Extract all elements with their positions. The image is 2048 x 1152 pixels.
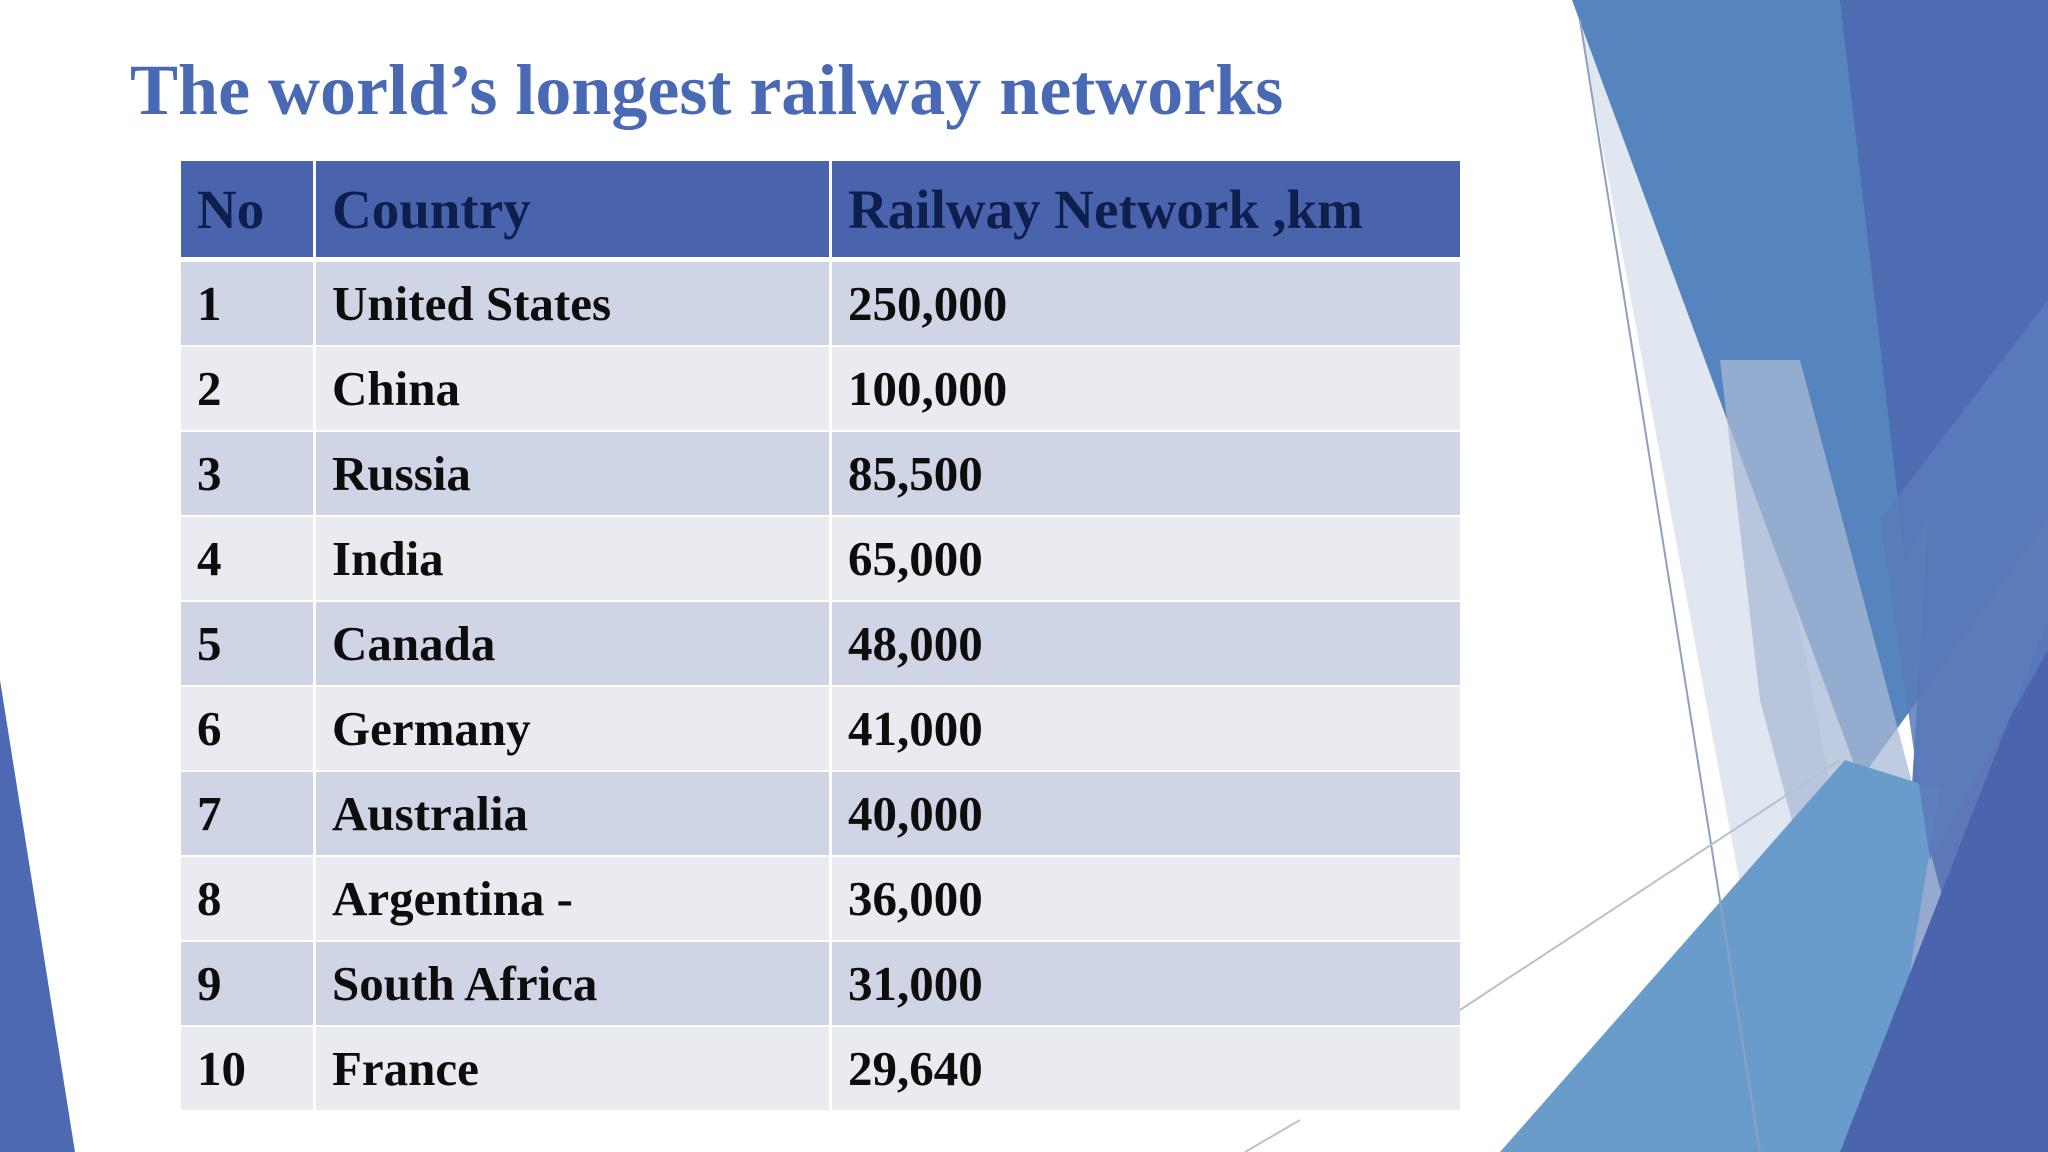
facet-left-triangle bbox=[0, 680, 75, 1152]
facet-steel-blue bbox=[1880, 300, 2048, 860]
cell-country: Russia bbox=[316, 432, 832, 517]
cell-country: Germany bbox=[316, 687, 832, 772]
table-row: 3 Russia 85,500 bbox=[181, 432, 1460, 517]
cell-country: South Africa bbox=[316, 942, 832, 1027]
cell-country: Canada bbox=[316, 602, 832, 687]
cell-km: 48,000 bbox=[832, 602, 1460, 687]
table-row: 9 South Africa 31,000 bbox=[181, 942, 1460, 1027]
cell-no: 7 bbox=[181, 772, 316, 857]
header-row: No Country Railway Network ,km bbox=[181, 161, 1460, 262]
table-row: 5 Canada 48,000 bbox=[181, 602, 1460, 687]
cell-no: 5 bbox=[181, 602, 316, 687]
thin-line-3 bbox=[1244, 1119, 1301, 1152]
table-row: 7 Australia 40,000 bbox=[181, 772, 1460, 857]
cell-km: 36,000 bbox=[832, 857, 1460, 942]
cell-km: 29,640 bbox=[832, 1027, 1460, 1112]
facet-pale-strip bbox=[1575, 0, 1900, 1152]
cell-km: 100,000 bbox=[832, 347, 1460, 432]
header-railway-network: Railway Network ,km bbox=[832, 161, 1460, 262]
cell-country: China bbox=[316, 347, 832, 432]
thin-line-2 bbox=[1459, 759, 1841, 1011]
cell-country: France bbox=[316, 1027, 832, 1112]
facet-mid-blue bbox=[1572, 0, 2048, 780]
cell-no: 8 bbox=[181, 857, 316, 942]
cell-no: 4 bbox=[181, 517, 316, 602]
facet-teal-blue-lower bbox=[1500, 760, 1940, 1152]
cell-km: 85,500 bbox=[832, 432, 1460, 517]
cell-no: 1 bbox=[181, 262, 316, 347]
facet-dark-blue-top bbox=[1840, 0, 2048, 560]
cell-km: 31,000 bbox=[832, 942, 1460, 1027]
cell-no: 2 bbox=[181, 347, 316, 432]
cell-country: India bbox=[316, 517, 832, 602]
cell-km: 41,000 bbox=[832, 687, 1460, 772]
cell-country: United States bbox=[316, 262, 832, 347]
railway-table: No Country Railway Network ,km 1 United … bbox=[181, 161, 1460, 1112]
cell-km: 40,000 bbox=[832, 772, 1460, 857]
table-row: 2 China 100,000 bbox=[181, 347, 1460, 432]
facet-dark-blue-mid bbox=[1880, 0, 2048, 1152]
cell-country: Australia bbox=[316, 772, 832, 857]
header-country: Country bbox=[316, 161, 832, 262]
table-row: 10 France 29,640 bbox=[181, 1027, 1460, 1112]
cell-no: 3 bbox=[181, 432, 316, 517]
cell-country: Argentina - bbox=[316, 857, 832, 942]
header-no: No bbox=[181, 161, 316, 262]
cell-km: 65,000 bbox=[832, 517, 1460, 602]
thin-line-1 bbox=[1579, 19, 1761, 1152]
facet-light-blue-lower bbox=[1720, 360, 2010, 1152]
cell-no: 9 bbox=[181, 942, 316, 1027]
cell-km: 250,000 bbox=[832, 262, 1460, 347]
cell-no: 6 bbox=[181, 687, 316, 772]
table-row: 4 India 65,000 bbox=[181, 517, 1460, 602]
facet-right-light bbox=[1568, 0, 2048, 1152]
facet-deep-blue-lower bbox=[1840, 620, 2048, 1152]
table-row: 6 Germany 41,000 bbox=[181, 687, 1460, 772]
table-row: 1 United States 250,000 bbox=[181, 262, 1460, 347]
slide-title: The world’s longest railway networks bbox=[130, 50, 1284, 130]
table-row: 8 Argentina - 36,000 bbox=[181, 857, 1460, 942]
cell-no: 10 bbox=[181, 1027, 316, 1112]
